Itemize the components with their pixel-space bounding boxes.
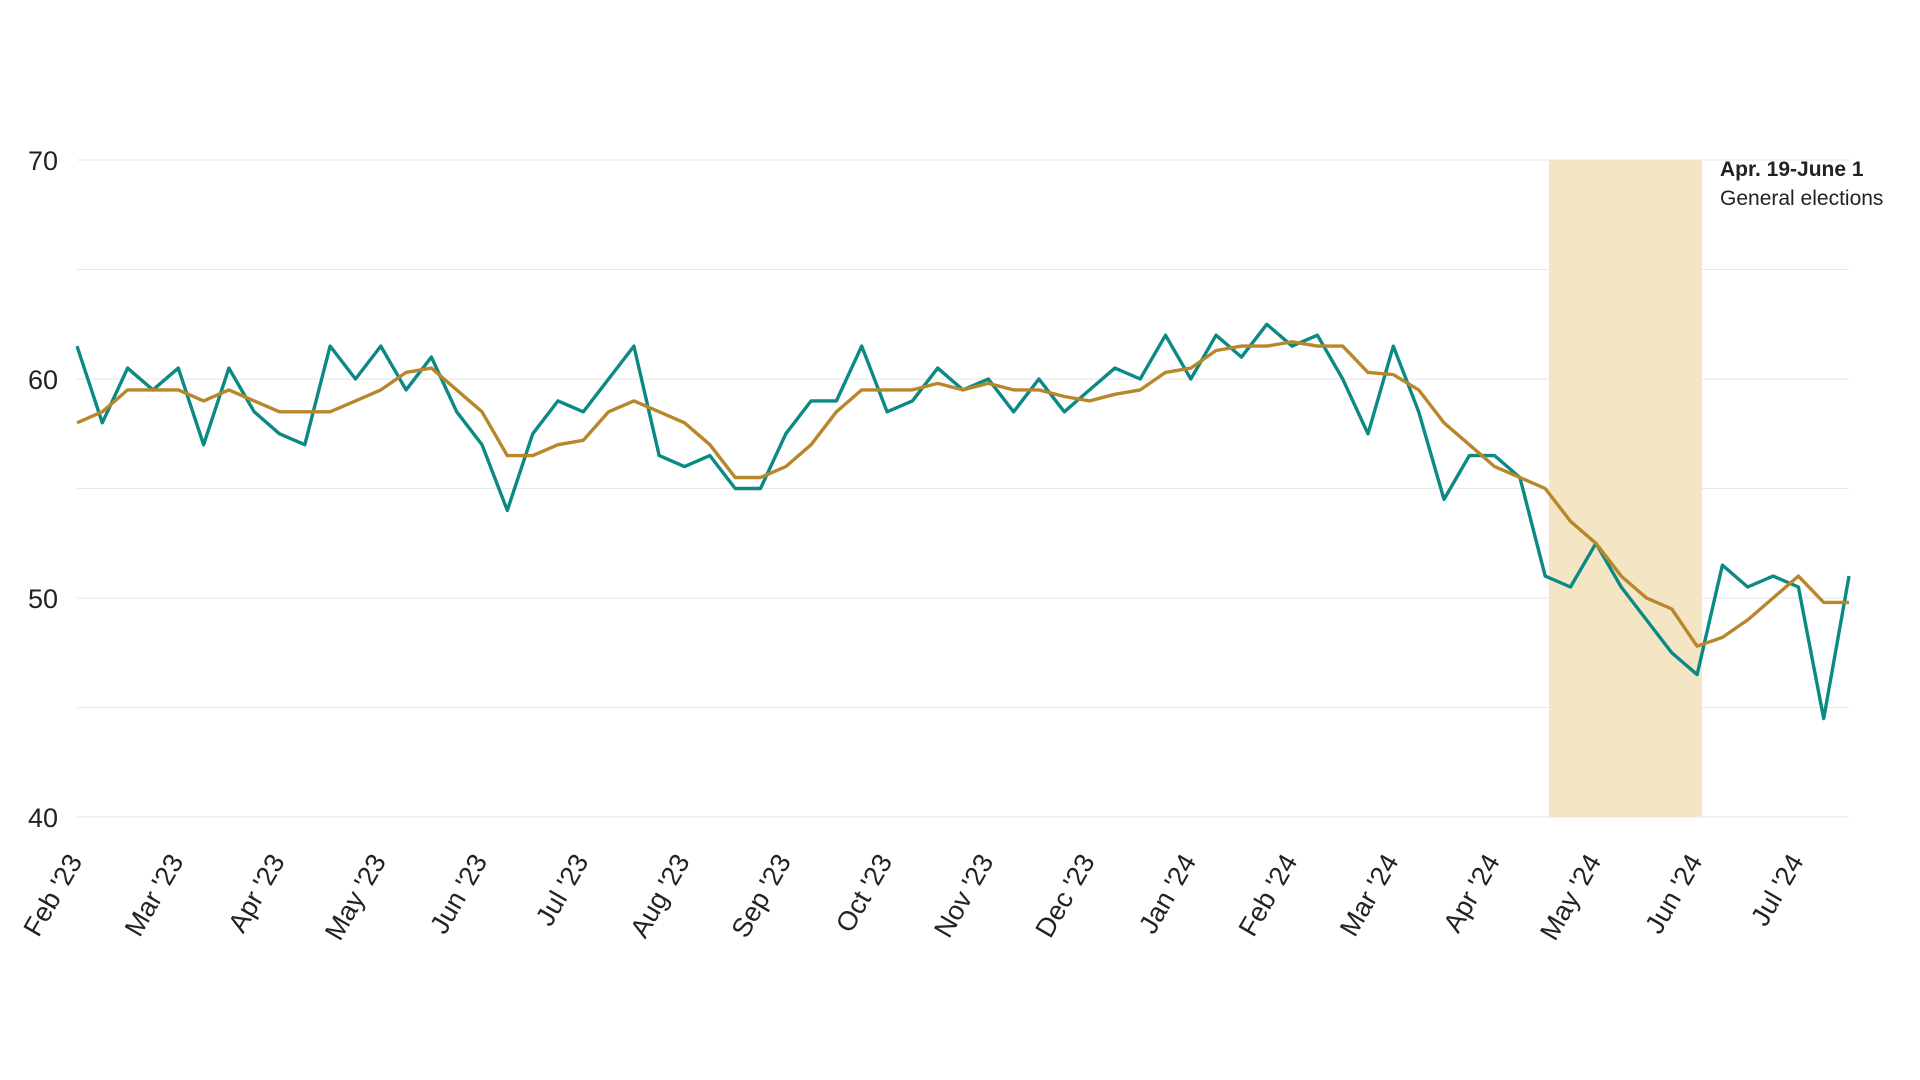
lines	[75, 322, 1851, 721]
x-tick-label: Aug '23	[624, 849, 695, 943]
x-tick-label: May '24	[1534, 849, 1607, 945]
x-tick-label: Oct '23	[830, 849, 898, 937]
annotation-text: General elections	[1720, 187, 1883, 210]
x-tick-label: Apr '23	[222, 849, 290, 937]
x-tick-label: Nov '23	[928, 849, 999, 943]
x-tick-label: Dec '23	[1029, 849, 1100, 943]
annotation-title: Apr. 19-June 1	[1720, 158, 1864, 181]
series-line	[76, 340, 1849, 648]
x-tick-label: Mar '23	[119, 849, 190, 941]
x-tick-label: Jul '24	[1745, 849, 1810, 931]
x-tick-label: Sep '23	[726, 849, 797, 943]
x-tick-label: May '23	[319, 849, 392, 945]
x-tick-label: Jul '23	[530, 849, 595, 931]
y-tick-label: 50	[28, 584, 58, 614]
x-tick-label: Jan '24	[1133, 849, 1202, 939]
x-tick-label: Mar '24	[1334, 849, 1405, 941]
y-tick-label: 70	[28, 146, 58, 176]
band-layer	[1549, 160, 1702, 817]
x-tick-label: Feb '23	[18, 849, 89, 941]
x-tick-label: Jun '24	[1639, 849, 1708, 939]
shaded-region	[1549, 160, 1702, 817]
y-tick-label: 40	[28, 803, 58, 833]
y-tick-label: 60	[28, 365, 58, 395]
x-tick-label: Jun '23	[424, 849, 493, 939]
x-tick-label: Apr '24	[1437, 849, 1505, 937]
x-tick-label: Feb '24	[1233, 849, 1304, 941]
